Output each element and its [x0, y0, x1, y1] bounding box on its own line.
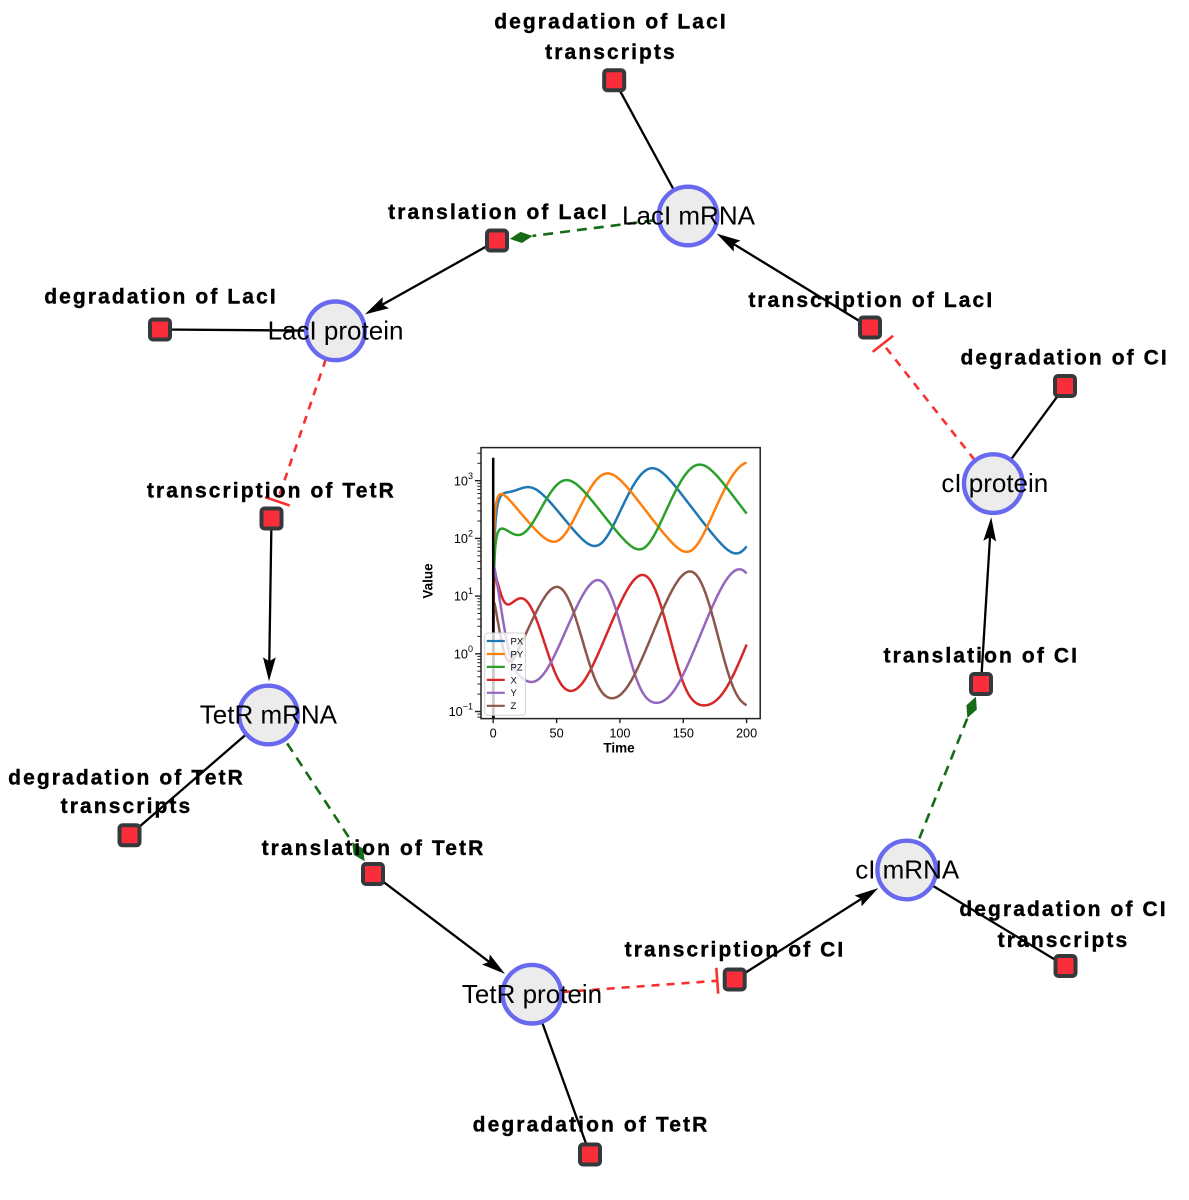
svg-text:transcripts: transcripts — [998, 929, 1130, 952]
svg-text:103: 103 — [454, 471, 473, 489]
svg-text:101: 101 — [454, 586, 473, 604]
svg-text:100: 100 — [609, 726, 630, 740]
svg-text:degradation of LacI: degradation of LacI — [44, 286, 278, 309]
svg-text:degradation of TetR: degradation of TetR — [473, 1114, 710, 1137]
svg-text:TetR protein: TetR protein — [462, 979, 602, 1009]
svg-text:LacI protein: LacI protein — [268, 315, 404, 345]
svg-text:transcription of LacI: transcription of LacI — [748, 289, 994, 312]
svg-text:LacI mRNA: LacI mRNA — [622, 201, 756, 231]
svg-text:TetR mRNA: TetR mRNA — [200, 700, 338, 730]
svg-text:0: 0 — [490, 726, 497, 740]
svg-text:200: 200 — [736, 726, 757, 740]
svg-text:transcripts: transcripts — [545, 41, 677, 64]
svg-text:100: 100 — [454, 644, 473, 662]
svg-text:translation of LacI: translation of LacI — [388, 201, 609, 224]
svg-text:50: 50 — [550, 726, 564, 740]
svg-text:PX: PX — [511, 636, 524, 647]
svg-text:PZ: PZ — [511, 662, 523, 673]
svg-text:cI protein: cI protein — [941, 468, 1048, 498]
svg-text:Value: Value — [421, 563, 436, 599]
svg-text:degradation of TetR: degradation of TetR — [8, 767, 245, 790]
svg-text:102: 102 — [454, 529, 473, 547]
svg-text:translation of CI: translation of CI — [884, 645, 1080, 668]
svg-text:degradation of CI: degradation of CI — [961, 347, 1169, 370]
svg-text:cI mRNA: cI mRNA — [855, 855, 960, 885]
svg-text:Y: Y — [511, 688, 518, 699]
svg-text:Z: Z — [511, 701, 517, 712]
svg-text:10−1: 10−1 — [449, 702, 473, 720]
svg-text:X: X — [511, 675, 518, 686]
svg-text:PY: PY — [511, 649, 524, 660]
svg-text:150: 150 — [673, 726, 694, 740]
svg-text:degradation of CI: degradation of CI — [959, 898, 1167, 921]
svg-text:degradation of LacI: degradation of LacI — [494, 11, 728, 34]
svg-text:transcripts: transcripts — [61, 795, 193, 818]
svg-text:transcription of CI: transcription of CI — [625, 939, 846, 962]
svg-text:transcription of TetR: transcription of TetR — [147, 480, 396, 503]
svg-text:translation of TetR: translation of TetR — [262, 837, 486, 860]
svg-text:Time: Time — [603, 741, 635, 756]
